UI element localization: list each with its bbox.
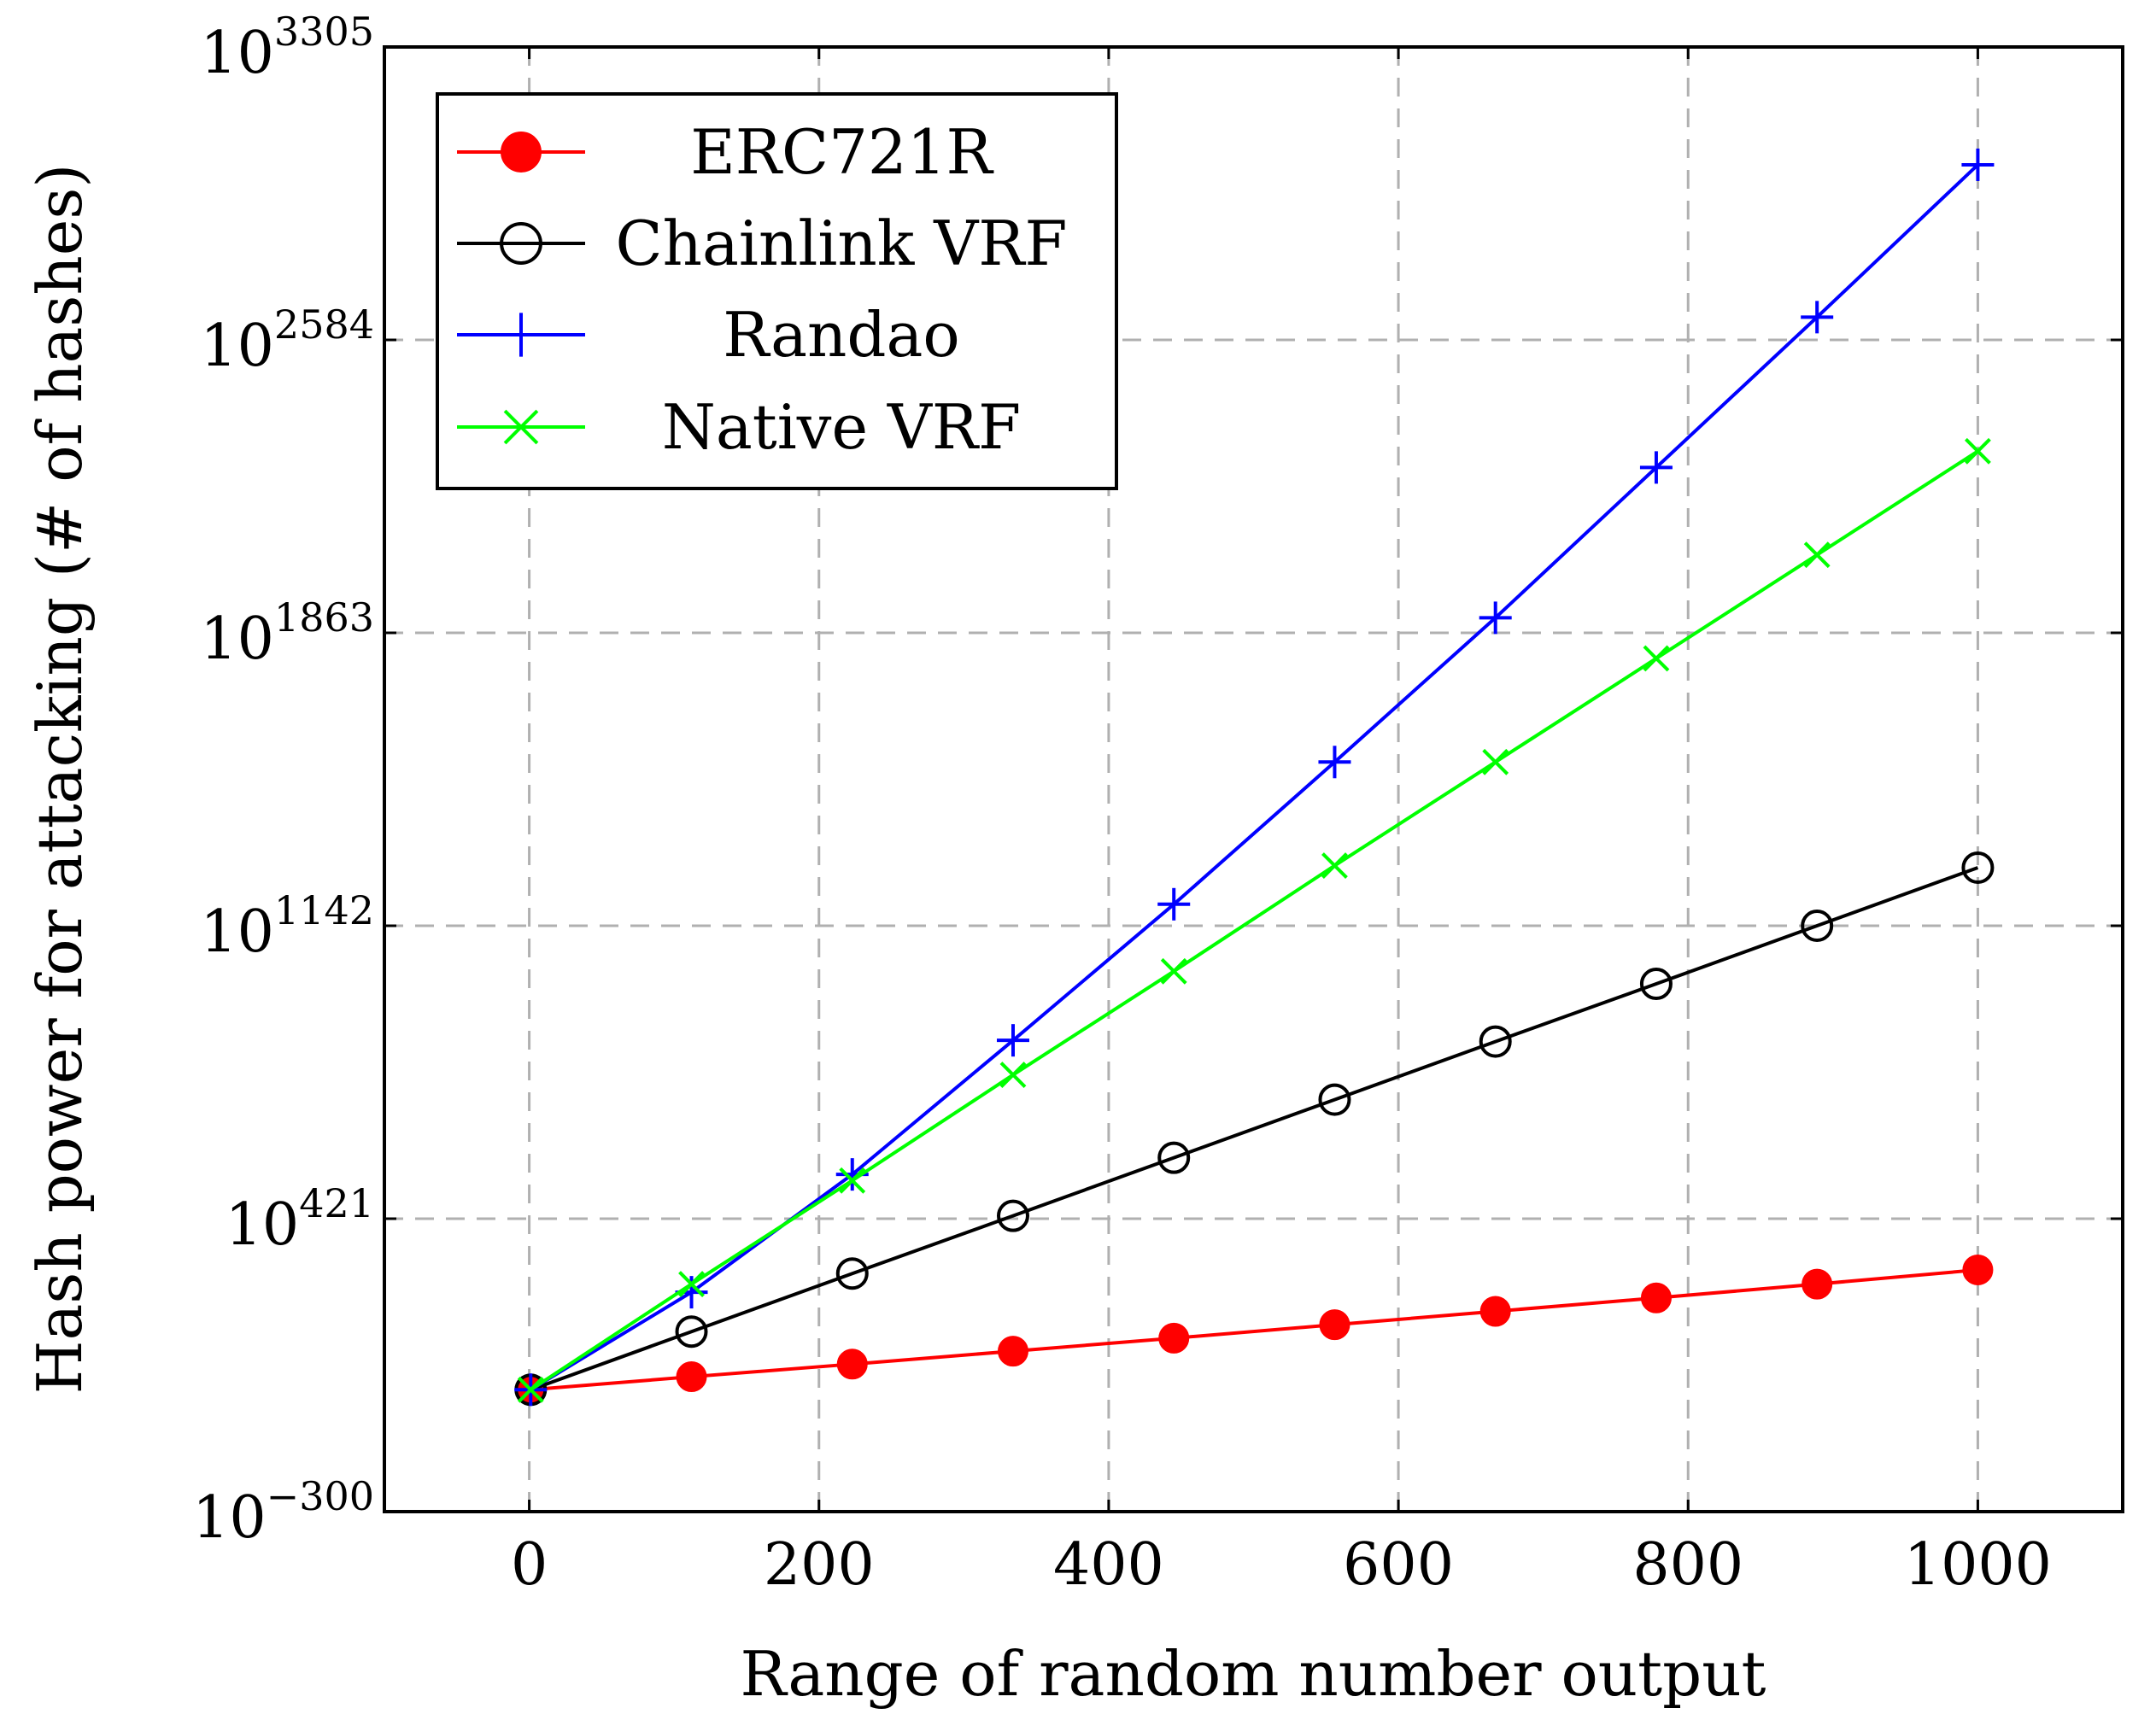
legend-box [436,92,1118,490]
data-point-stroke [517,1376,544,1403]
data-point [501,132,542,173]
data-point-stroke [1965,437,1991,465]
data-point [1962,1254,1994,1285]
data-point-stroke [1482,748,1509,775]
y-tick-exponent: 421 [299,1180,374,1226]
y-tick-label: 10−300 [192,1473,374,1552]
x-tick-label: 800 [1632,1531,1743,1599]
data-point [517,1376,544,1403]
y-tick-label: 10421 [226,1180,374,1259]
data-point [1157,1141,1191,1174]
data-point [836,1349,868,1380]
legend-entry: Randao [457,299,960,371]
data-point [996,1199,1029,1232]
series-chainlink-vrf [514,851,1995,1407]
y-tick-base: 10 [200,313,274,380]
data-point [1639,968,1673,1001]
legend-label: Native VRF [662,391,1021,463]
data-point-stroke [839,1167,866,1194]
x-tick-label: 600 [1343,1531,1454,1599]
x-axis-label: Range of random number output [740,1638,1766,1710]
legend: ERC721R Chainlink VRF Randao Native VRF [436,92,1118,490]
y-tick-base: 10 [200,898,274,966]
y-tick-base: 10 [200,20,274,87]
data-point [996,1024,1029,1057]
data-point [678,1271,705,1298]
plot-frame [383,45,2124,1513]
series-line [530,449,1979,1391]
y-tick-label: 102584 [200,301,374,380]
series-native-vrf [517,437,1991,1403]
data-point [839,1167,866,1194]
data-point [1479,1296,1511,1327]
data-point [1479,1025,1512,1058]
legend-entry: ERC721R [457,116,994,188]
data-point [1160,957,1187,985]
y-tick-exponent: 2584 [274,301,374,348]
y-tick-base: 10 [226,1191,300,1259]
x-tick-label: 200 [764,1531,875,1599]
data-point [1803,541,1831,569]
legend-label: Randao [723,299,960,371]
data-point [1801,910,1834,942]
y-tick-base: 10 [200,606,274,673]
data-point-stroke [1160,957,1187,985]
y-tick-exponent: −300 [267,1473,374,1519]
data-point-stroke [503,409,539,445]
data-point-stroke [1643,645,1670,672]
legend-entry: Chainlink VRF [457,208,1067,279]
x-tick-label: 0 [511,1531,548,1599]
data-point [1640,1282,1672,1313]
data-point [1321,852,1348,880]
data-point [676,1361,707,1393]
y-tick-exponent: 1863 [274,594,374,641]
data-point [1319,1309,1350,1341]
data-point [500,222,542,265]
x-tick-label: 1000 [1904,1531,2052,1599]
data-point [503,409,539,445]
y-tick-exponent: 1142 [274,887,374,933]
y-tick-base: 10 [192,1484,267,1552]
data-point [1643,645,1670,672]
data-point [1961,148,1995,181]
legend-label: Chainlink VRF [616,208,1068,279]
data-point [1801,301,1834,334]
data-point [1639,451,1673,484]
series-layer [514,148,1995,1407]
series-line [530,1267,1978,1392]
data-point [1802,1268,1833,1300]
data-point [835,1257,869,1290]
data-point-stroke [1321,852,1348,880]
data-point [675,1315,708,1349]
data-point [1157,887,1191,921]
y-tick-label: 103305 [200,9,374,87]
data-point [999,1062,1027,1089]
y-tick-label: 101863 [200,594,374,673]
data-point [1961,851,1995,884]
data-point [499,313,543,357]
data-point [1318,1083,1351,1116]
axis-ticks: 0 200 400 600 800 100010−30010421101142101863… [192,9,2123,1599]
data-point [1965,437,1991,465]
data-point [1158,1322,1190,1354]
data-point-stroke [678,1271,705,1298]
legend-label: ERC721R [690,116,993,188]
x-tick-label: 400 [1053,1531,1164,1599]
data-point [1479,601,1512,635]
y-tick-exponent: 3305 [274,9,374,55]
series-erc721r [515,1254,1994,1406]
legend-entry: Native VRF [457,391,1021,463]
data-point [997,1336,1028,1367]
data-point-stroke [999,1062,1027,1089]
series-line [530,866,1979,1392]
data-point [1482,748,1509,775]
data-point [1318,746,1351,779]
y-axis-label: Hash power for attacking (# of hashes) [24,164,96,1395]
y-tick-label: 101142 [200,887,374,966]
data-point-stroke [1803,541,1831,569]
